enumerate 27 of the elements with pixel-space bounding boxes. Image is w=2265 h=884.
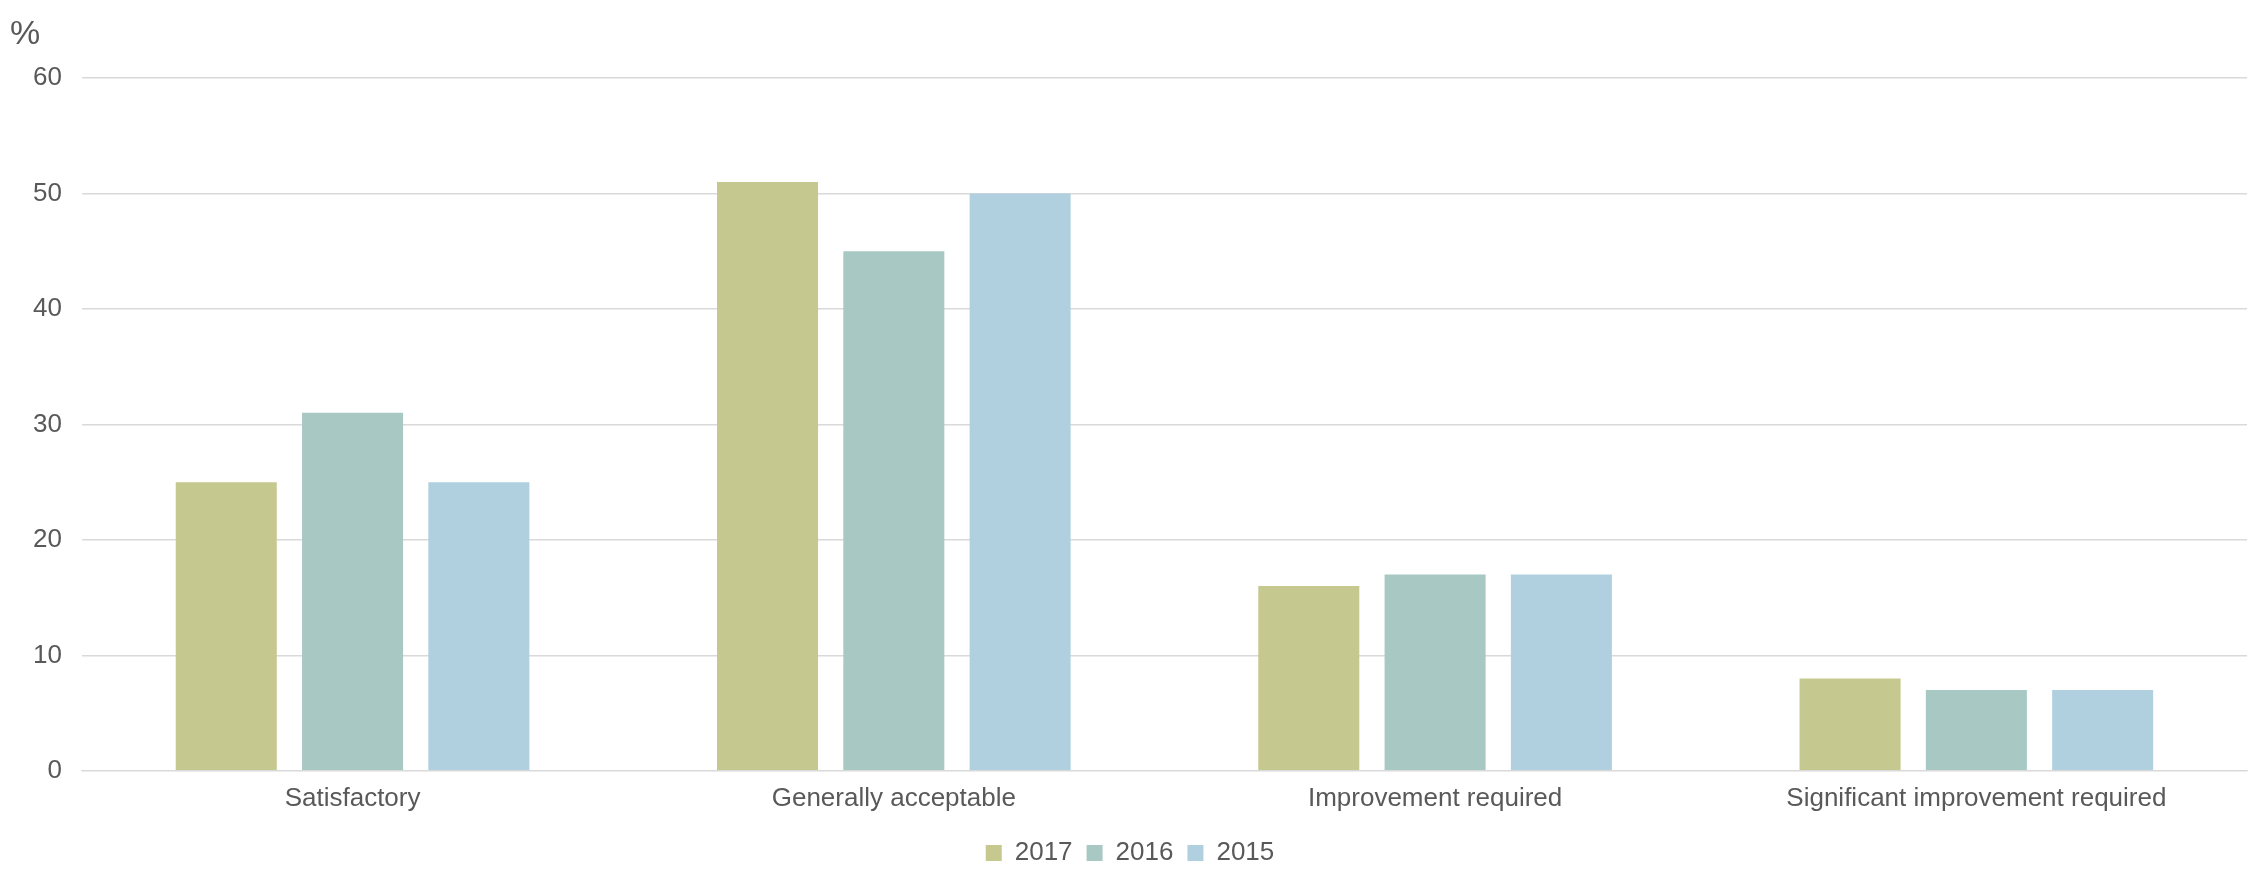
x-tick-label: Significant improvement required	[1786, 781, 2167, 812]
y-tick-label: 60	[33, 61, 62, 92]
bar	[1510, 574, 1612, 771]
y-tick-label: 10	[33, 638, 62, 669]
y-tick-label: 20	[33, 523, 62, 554]
bar	[302, 412, 404, 771]
x-tick-label: Generally acceptable	[771, 781, 1016, 812]
bar	[1925, 689, 2027, 771]
y-tick-label: 0	[47, 753, 62, 784]
bar	[175, 482, 277, 771]
legend-label: 2015	[1216, 836, 1275, 867]
legend-label: 2016	[1115, 836, 1174, 867]
bar	[1258, 586, 1360, 771]
bar	[843, 251, 945, 771]
legend-label: 2017	[1014, 836, 1073, 867]
bar	[717, 181, 819, 771]
y-tick-label: 50	[33, 176, 62, 207]
x-tick-label: Improvement required	[1307, 781, 1563, 812]
x-tick-label: Satisfactory	[284, 781, 421, 812]
bar	[1799, 678, 1901, 771]
bar	[969, 193, 1071, 771]
bar	[428, 482, 530, 771]
bar	[2052, 689, 2154, 771]
bar	[1384, 574, 1486, 771]
y-tick-label: 30	[33, 407, 62, 438]
y-axis-title: %	[10, 13, 41, 52]
y-tick-label: 40	[33, 292, 62, 323]
